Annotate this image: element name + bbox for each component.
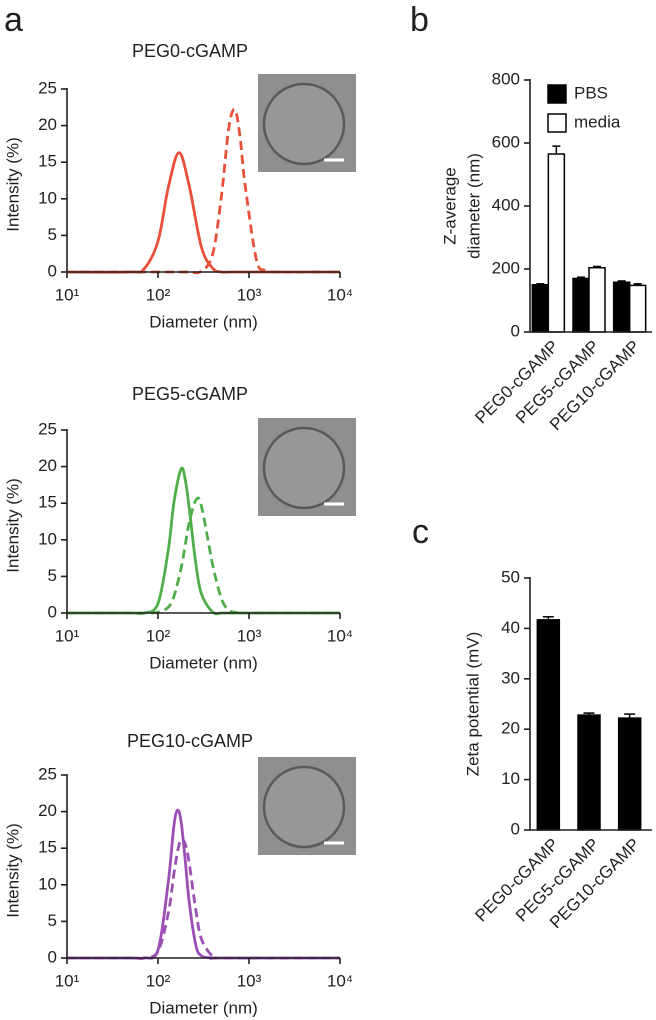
y-tick-label: 15 bbox=[38, 493, 57, 512]
legend-label: media bbox=[574, 112, 621, 131]
panel-letter: c bbox=[412, 513, 429, 551]
y-tick-label: 20 bbox=[38, 801, 57, 820]
x-axis-label: Diameter (nm) bbox=[149, 998, 258, 1017]
legend-swatch bbox=[547, 113, 567, 133]
y-tick-label: 5 bbox=[48, 911, 57, 930]
y-tick-label: 30 bbox=[501, 668, 520, 687]
tem-inset bbox=[258, 757, 356, 855]
y-tick-label: 0 bbox=[511, 819, 520, 838]
bar bbox=[531, 284, 550, 333]
x-axis-label: Diameter (nm) bbox=[149, 653, 258, 672]
x-tick-label: 10⁴ bbox=[327, 626, 353, 645]
bar bbox=[612, 281, 631, 333]
y-tick-label: 0 bbox=[48, 947, 57, 966]
bar bbox=[588, 266, 606, 333]
x-tick-label: 10² bbox=[146, 285, 171, 304]
y-tick-label: 800 bbox=[492, 69, 520, 88]
y-tick-label: 0 bbox=[48, 261, 57, 280]
panel-letter: b bbox=[410, 1, 429, 39]
x-tick-label: 10³ bbox=[237, 285, 262, 304]
chart-title: PEG10-cGAMP bbox=[127, 731, 253, 751]
y-tick-label: 0 bbox=[511, 321, 520, 340]
x-tick-label: 10¹ bbox=[55, 971, 80, 990]
y-tick-label: 15 bbox=[38, 838, 57, 857]
y-tick-label: 20 bbox=[38, 456, 57, 475]
y-tick-label: 10 bbox=[38, 874, 57, 893]
y-tick-label: 5 bbox=[48, 566, 57, 585]
y-tick-label: 600 bbox=[492, 132, 520, 151]
y-tick-label: 20 bbox=[501, 719, 520, 738]
x-tick-label: 10⁴ bbox=[327, 971, 353, 990]
x-tick-label: 10¹ bbox=[55, 285, 80, 304]
x-tick-label: 10⁴ bbox=[327, 285, 353, 304]
y-tick-label: 10 bbox=[38, 188, 57, 207]
panel-letter: a bbox=[4, 1, 23, 39]
tem-inset bbox=[258, 418, 356, 516]
vesicle bbox=[262, 765, 346, 849]
x-tick-label: 10¹ bbox=[55, 626, 80, 645]
bar bbox=[536, 619, 561, 831]
x-tick-label: 10³ bbox=[237, 626, 262, 645]
y-tick-label: 400 bbox=[492, 195, 520, 214]
error-bar bbox=[617, 280, 626, 283]
bar bbox=[617, 717, 642, 831]
y-tick-label: 10 bbox=[38, 529, 57, 548]
y-axis-label: Intensity (%) bbox=[3, 823, 22, 917]
y-tick-label: 25 bbox=[38, 78, 57, 97]
error-bar bbox=[624, 713, 636, 719]
y-tick-label: 25 bbox=[38, 419, 57, 438]
vesicle bbox=[262, 82, 346, 166]
error-bar bbox=[633, 283, 642, 286]
y-tick-label: 0 bbox=[48, 602, 57, 621]
error-bar bbox=[577, 276, 585, 279]
error-bar bbox=[552, 145, 561, 155]
chart-title: PEG5-cGAMP bbox=[132, 384, 248, 404]
y-tick-label: 10 bbox=[501, 769, 520, 788]
y-axis-label: diameter (nm) bbox=[464, 153, 483, 259]
x-tick-label: 10² bbox=[146, 626, 171, 645]
bar bbox=[577, 714, 601, 831]
error-bar bbox=[536, 283, 545, 285]
y-axis-label: Intensity (%) bbox=[3, 137, 22, 231]
bar bbox=[547, 153, 566, 333]
error-bar bbox=[542, 616, 554, 620]
error-bar bbox=[593, 265, 601, 268]
legend-swatch bbox=[547, 84, 567, 104]
y-axis-label: Zeta potential (mV) bbox=[463, 632, 482, 777]
bar bbox=[628, 284, 647, 333]
y-axis-label: Intensity (%) bbox=[3, 478, 22, 572]
chart-title: PEG0-cGAMP bbox=[132, 41, 248, 61]
y-tick-label: 5 bbox=[48, 225, 57, 244]
x-tick-label: 10² bbox=[146, 971, 171, 990]
legend-label: PBS bbox=[574, 83, 608, 102]
size-curve bbox=[66, 837, 341, 960]
y-tick-label: 40 bbox=[501, 618, 520, 637]
tem-inset bbox=[258, 74, 356, 172]
y-tick-label: 200 bbox=[492, 258, 520, 277]
y-axis-label: Z-average bbox=[440, 167, 459, 244]
bar bbox=[572, 277, 590, 333]
y-tick-label: 20 bbox=[38, 115, 57, 134]
x-tick-label: 10³ bbox=[237, 971, 262, 990]
y-tick-label: 25 bbox=[38, 764, 57, 783]
y-tick-label: 15 bbox=[38, 152, 57, 171]
vesicle bbox=[262, 426, 346, 510]
error-bar bbox=[583, 712, 595, 716]
x-axis-label: Diameter (nm) bbox=[149, 312, 258, 331]
y-tick-label: 50 bbox=[501, 567, 520, 586]
